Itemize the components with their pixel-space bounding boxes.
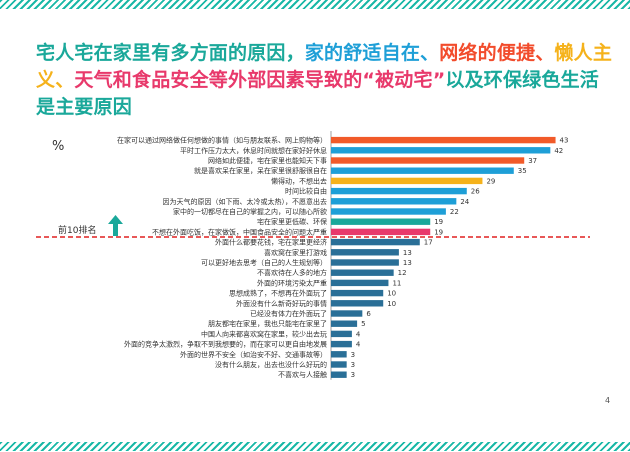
- value-label: 43: [560, 137, 569, 145]
- title-segment: 天气和食品安全等外部因素导致的“被动宅”: [74, 69, 446, 91]
- value-label: 24: [460, 198, 469, 206]
- bar: [331, 238, 420, 246]
- value-label: 13: [403, 259, 412, 267]
- slide-title: 宅人宅在家里有多方面的原因，家的舒适自在、网络的便捷、懒人主义、天气和食品安全等…: [36, 40, 616, 121]
- category-label: 因为天气的原因（如下雨、太冷或太热），不愿意出去: [163, 197, 328, 206]
- bar: [331, 259, 399, 266]
- category-label: 平时工作压力太大，休息时间就想在家好好休息: [180, 146, 327, 155]
- bar: [331, 198, 457, 205]
- category-label: 外面的环境污染太严重: [257, 278, 327, 287]
- value-label: 19: [434, 228, 443, 236]
- arrow-shaft: [113, 223, 118, 236]
- unit-label: %: [52, 139, 64, 154]
- category-label: 懒得动，不想出去: [271, 176, 327, 185]
- bar: [331, 351, 347, 358]
- bar: [331, 330, 352, 338]
- value-label: 17: [424, 239, 433, 247]
- category-label: 喜欢窝在家里打游戏: [264, 248, 327, 257]
- value-label: 3: [351, 351, 355, 359]
- value-label: 11: [392, 279, 401, 287]
- category-label: 就是喜欢呆在家里，呆在家里很舒服很自在: [194, 166, 327, 175]
- category-label: 不想在外面吃饭，在家做饭，中国食品安全的问题太严重: [152, 227, 327, 236]
- value-label: 10: [387, 290, 396, 298]
- bar: [331, 361, 347, 368]
- bar: [331, 279, 389, 287]
- value-label: 3: [351, 371, 355, 379]
- bar: [331, 310, 363, 317]
- title-segment: 懒人主义、: [36, 42, 613, 91]
- bar: [331, 157, 525, 164]
- value-label: 13: [403, 249, 412, 257]
- value-label: 4: [356, 341, 361, 349]
- category-label: 没有什么朋友，出去也没什么好玩的: [215, 360, 327, 369]
- category-label: 家中的一切都尽在自己的掌握之内，可以随心所欲: [173, 207, 327, 216]
- value-label: 42: [554, 147, 563, 155]
- bar: [331, 320, 358, 327]
- category-label: 不喜欢待在人多的地方: [257, 268, 327, 277]
- category-label: 时间比较自由: [285, 187, 327, 196]
- value-label: 5: [361, 320, 365, 328]
- value-label: 3: [351, 361, 355, 369]
- category-label: 宅在家里更低碳、环保: [257, 217, 327, 226]
- category-label: 外面的竞争太激烈，争取不到我想要的，而在家可以更自由地发展: [124, 340, 327, 349]
- title-segment: 以及环保绿色生活是主要原因: [36, 69, 599, 118]
- bar: [331, 371, 347, 378]
- bar: [331, 269, 394, 276]
- category-label: 在家可以通过网络做任何想做的事情（如与朋友联系、网上购物等）: [117, 136, 327, 145]
- bar: [331, 147, 551, 154]
- category-label: 外面什么都要花钱，宅在家里更经济: [215, 238, 327, 247]
- value-label: 4: [356, 330, 361, 338]
- category-label: 朋友都宅在家里，我也只能宅在家里了: [208, 319, 327, 328]
- title-segment: 网络的便捷、: [439, 42, 555, 64]
- category-label: 已经没有体力在外面玩了: [250, 309, 327, 318]
- title-segment: 家的舒适自在、: [304, 42, 440, 64]
- category-label: 不喜欢与人接触: [278, 370, 327, 379]
- category-label: 可以更好地去思考（自己的人生规划等）: [201, 258, 327, 267]
- value-label: 37: [528, 157, 537, 165]
- bar: [331, 340, 352, 348]
- bar: [331, 136, 556, 144]
- value-label: 19: [434, 218, 443, 226]
- bar: [331, 289, 384, 297]
- bar: [331, 218, 431, 225]
- value-label: 22: [450, 208, 459, 216]
- category-label: 思想成熟了，不想再在外面玩了: [229, 289, 327, 298]
- bar: [331, 228, 431, 236]
- bar: [331, 249, 399, 256]
- value-label: 10: [387, 300, 396, 308]
- category-label: 外面没有什么新奇好玩的事情: [236, 299, 327, 308]
- value-label: 12: [398, 269, 407, 277]
- bar: [331, 187, 467, 195]
- top-decorative-stripe: [0, 0, 630, 9]
- bar: [331, 208, 446, 215]
- value-label: 35: [518, 167, 527, 175]
- category-label: 外面的世界不安全（如治安不好、交通事故等）: [180, 350, 327, 359]
- page-number: 4: [605, 396, 611, 405]
- title-segment: 宅人宅在家里有多方面的原因，: [36, 42, 305, 64]
- value-label: 29: [486, 177, 495, 185]
- bar: [331, 177, 483, 185]
- bar: [331, 167, 514, 174]
- arrow-head: [108, 215, 123, 224]
- top-n-marker-label: 前10排名: [58, 224, 96, 236]
- category-label: 中国人向来都喜欢窝在家里，较少出去玩: [201, 329, 327, 338]
- bottom-decorative-stripe: [0, 442, 630, 451]
- value-label: 26: [471, 188, 480, 196]
- category-label: 网络如此便捷，宅在家里也能知天下事: [208, 156, 327, 165]
- bar: [331, 300, 384, 307]
- value-label: 6: [366, 310, 371, 318]
